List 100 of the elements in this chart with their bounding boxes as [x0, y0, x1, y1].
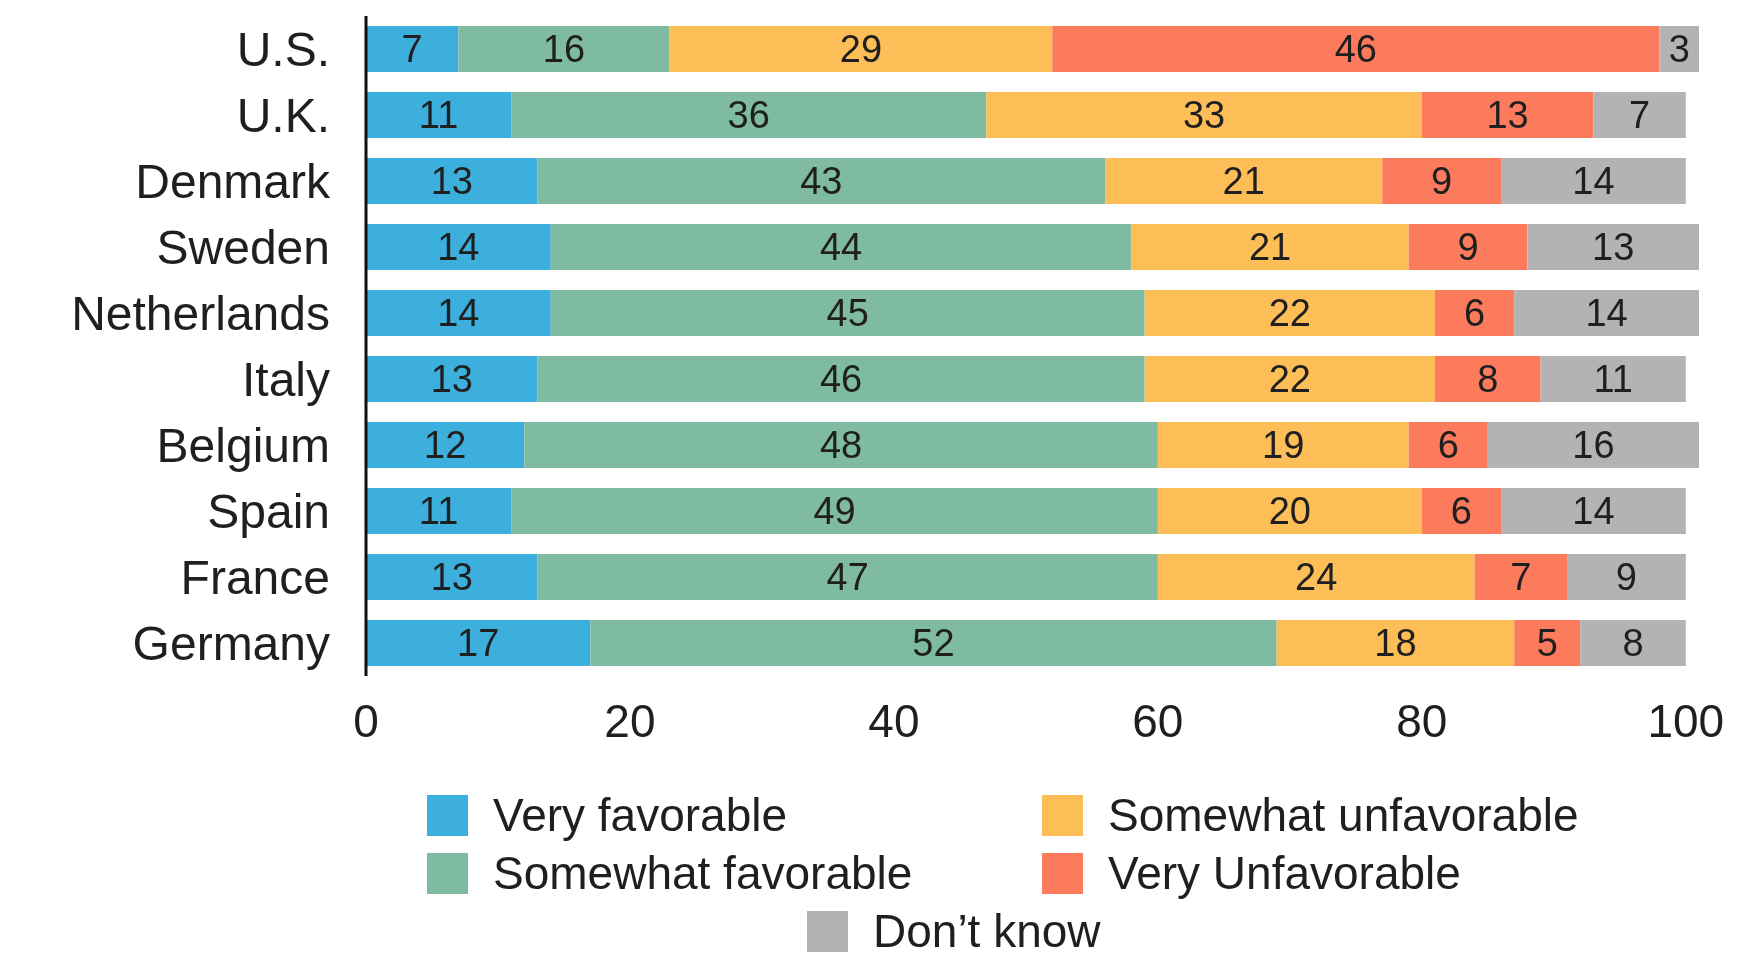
bar [366, 421, 525, 468]
bar [1408, 223, 1528, 270]
data-label: 45 [826, 292, 869, 335]
bar [458, 25, 670, 72]
data-label: 21 [1248, 226, 1292, 269]
bar [1144, 289, 1436, 336]
data-label: 11 [418, 94, 459, 137]
bar [1157, 553, 1475, 600]
data-label: 16 [542, 28, 586, 71]
y-tick-label: U.S. [236, 23, 330, 77]
data-label: 21 [1222, 160, 1265, 203]
bar [366, 25, 459, 72]
data-label: 44 [819, 226, 863, 269]
bar [1567, 553, 1686, 600]
x-tick-label: 40 [868, 694, 920, 747]
bar [550, 223, 1132, 270]
bar [1593, 91, 1686, 138]
bar [366, 289, 551, 336]
x-tick-label: 80 [1396, 694, 1448, 747]
legend-label: Somewhat favorable [493, 846, 913, 900]
data-label: 24 [1295, 556, 1338, 599]
bar [986, 91, 1422, 138]
data-label: 3 [1668, 28, 1690, 71]
bar [537, 355, 1145, 402]
data-label: 8 [1622, 622, 1644, 665]
x-tick-label: 0 [353, 694, 379, 747]
bar [1474, 553, 1568, 600]
data-label: 52 [912, 622, 955, 665]
data-label: 5 [1536, 622, 1558, 665]
x-tick-label: 60 [1132, 694, 1184, 747]
data-label: 11 [418, 490, 459, 533]
bar [1144, 355, 1436, 402]
bar [537, 553, 1158, 600]
data-label: 43 [800, 160, 843, 203]
bar [1382, 157, 1502, 204]
data-label: 9 [1615, 556, 1637, 599]
bar [1157, 421, 1409, 468]
bar [1435, 289, 1515, 336]
data-label: 9 [1431, 160, 1453, 203]
data-label: 49 [813, 490, 856, 533]
bar [1580, 619, 1686, 666]
bar [1501, 157, 1686, 204]
data-label: 14 [437, 226, 480, 269]
y-tick-label: France [180, 551, 330, 605]
data-label: 16 [1572, 424, 1615, 467]
bar [1408, 421, 1488, 468]
bar [1052, 25, 1660, 72]
y-tick-label: Sweden [156, 221, 330, 275]
data-label: 22 [1268, 358, 1311, 401]
legend-label: Very favorable [493, 788, 788, 842]
data-label: 13 [430, 358, 473, 401]
data-label: 11 [1593, 358, 1633, 401]
data-label: 20 [1268, 490, 1311, 533]
bar [366, 223, 551, 270]
bar [1421, 91, 1594, 138]
data-label: 22 [1268, 292, 1311, 335]
bar [524, 421, 1158, 468]
legend-label: Don’t know [873, 904, 1101, 958]
data-label: 14 [437, 292, 480, 335]
data-label: 18 [1374, 622, 1417, 665]
bar [366, 553, 538, 600]
bar [590, 619, 1277, 666]
data-label: 13 [430, 160, 473, 203]
bar [366, 619, 591, 666]
data-label: 13 [1592, 226, 1635, 269]
data-label: 7 [1629, 94, 1651, 137]
y-tick-label: Denmark [135, 155, 331, 209]
data-label: 9 [1457, 226, 1479, 269]
bar [1435, 355, 1541, 402]
y-tick-label: Belgium [156, 419, 330, 473]
data-label: 33 [1182, 94, 1226, 137]
bar [1487, 421, 1699, 468]
data-label: 19 [1262, 424, 1305, 467]
data-label: 6 [1437, 424, 1459, 467]
data-label: 47 [826, 556, 869, 599]
data-label: 7 [401, 28, 423, 71]
bar [1276, 619, 1515, 666]
bar [511, 91, 987, 138]
data-label: 36 [727, 94, 770, 137]
bar [1514, 619, 1581, 666]
data-label: 46 [1334, 28, 1377, 71]
y-tick-label: Netherlands [71, 287, 330, 341]
data-label: 14 [1572, 160, 1615, 203]
bar [537, 157, 1106, 204]
bar [1501, 487, 1686, 534]
bar [1105, 157, 1383, 204]
data-label: 7 [1510, 556, 1532, 599]
y-tick-label: U.K. [236, 89, 330, 143]
bar [1514, 289, 1699, 336]
bar [366, 355, 538, 402]
data-label: 17 [457, 622, 500, 665]
data-label: 14 [1585, 292, 1628, 335]
bar [1131, 223, 1409, 270]
bar [366, 487, 512, 534]
bar [366, 157, 538, 204]
y-tick-label: Spain [207, 485, 330, 539]
legend-label: Somewhat unfavorable [1108, 788, 1579, 842]
x-tick-label: 100 [1647, 694, 1725, 747]
bar [366, 91, 512, 138]
data-label: 13 [430, 556, 473, 599]
